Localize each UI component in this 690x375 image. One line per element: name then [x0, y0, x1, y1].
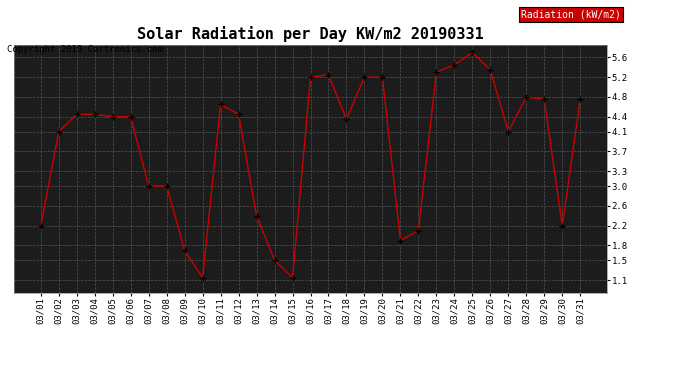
Text: Radiation (kW/m2): Radiation (kW/m2) — [521, 9, 621, 20]
Text: Copyright 2019 Cartronics.com: Copyright 2019 Cartronics.com — [7, 45, 163, 54]
Title: Solar Radiation per Day KW/m2 20190331: Solar Radiation per Day KW/m2 20190331 — [137, 27, 484, 42]
